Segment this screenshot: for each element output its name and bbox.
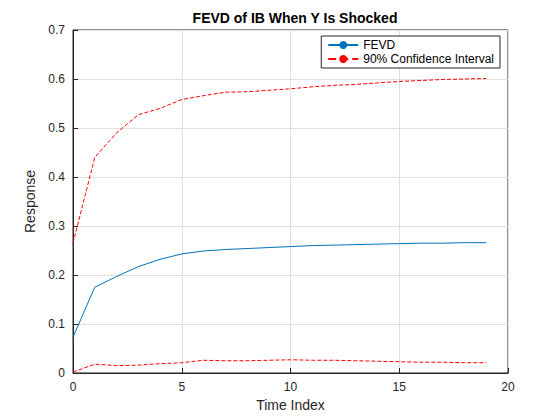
- svg-text:Time Index: Time Index: [256, 397, 325, 413]
- svg-text:90% Confidence Interval: 90% Confidence Interval: [363, 52, 494, 66]
- svg-text:0.5: 0.5: [48, 121, 65, 135]
- svg-text:FEVD: FEVD: [363, 38, 395, 52]
- svg-text:0.2: 0.2: [48, 268, 65, 282]
- svg-text:15: 15: [393, 380, 407, 394]
- svg-text:5: 5: [178, 380, 185, 394]
- svg-text:FEVD of IB When Y Is Shocked: FEVD of IB When Y Is Shocked: [193, 10, 398, 26]
- svg-text:0.6: 0.6: [48, 72, 65, 86]
- svg-text:0.7: 0.7: [48, 23, 65, 37]
- svg-text:Response: Response: [22, 170, 38, 233]
- svg-text:0.3: 0.3: [48, 219, 65, 233]
- svg-text:0: 0: [58, 366, 65, 380]
- svg-text:0.4: 0.4: [48, 170, 65, 184]
- svg-text:20: 20: [501, 380, 515, 394]
- svg-text:10: 10: [284, 380, 298, 394]
- svg-text:0: 0: [70, 380, 77, 394]
- svg-text:0.1: 0.1: [48, 317, 65, 331]
